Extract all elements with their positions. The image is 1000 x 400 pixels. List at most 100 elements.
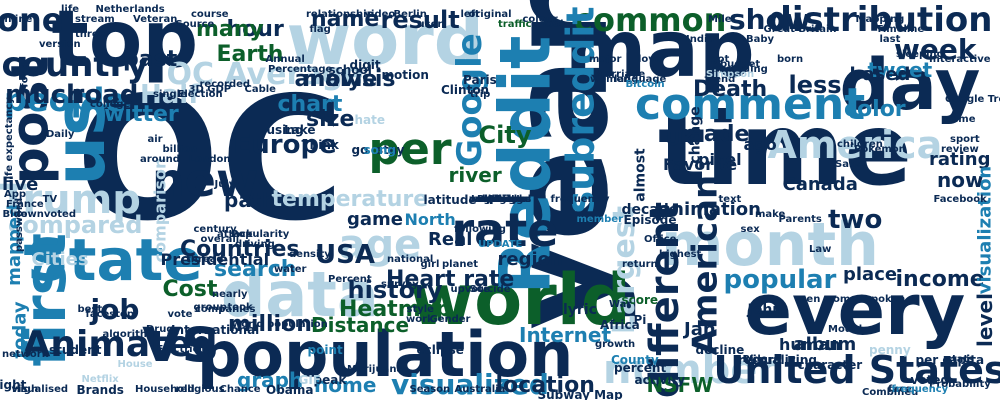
word-overall: overall (200, 234, 240, 245)
word-vote: vote (167, 309, 193, 320)
word-many: many (196, 17, 264, 42)
word-per: per (368, 124, 452, 175)
word-mile: Mile (708, 14, 732, 25)
word-job: job (90, 293, 140, 326)
word-rating: rating (929, 149, 991, 170)
word-life: life (61, 4, 79, 15)
word-ago: ago (743, 135, 777, 154)
word-colour: colour (522, 14, 558, 25)
word-subreddit: subreddit (557, 6, 602, 214)
word-member: member (576, 214, 624, 225)
word-pokemon: Pokemon (854, 144, 906, 155)
word-survey: survey (381, 279, 419, 290)
word-around: around (140, 154, 180, 165)
word-religious: religious (175, 384, 225, 395)
word-trump: Trump (0, 177, 141, 223)
word-motion: motion (381, 68, 429, 82)
word-brands: Brands (76, 383, 124, 397)
word-best: best (77, 304, 103, 315)
word-show: show (729, 3, 811, 36)
word-berlin: Berlin (393, 9, 427, 20)
word-name: name (311, 7, 380, 32)
word-sex: sex (740, 224, 760, 235)
word-visualised: visualised (11, 384, 69, 395)
word-level: level (972, 293, 997, 347)
word-percentage: Percentage (268, 64, 333, 75)
word-july: July (214, 179, 236, 190)
word-sport: sport (950, 134, 980, 145)
word-digit: digit (349, 58, 381, 72)
word-version: version (39, 39, 81, 50)
word-ohio: Ohio (487, 194, 513, 205)
word-favorite: Favorite (663, 155, 738, 174)
word-trend: trend (704, 74, 736, 85)
word-nsfw: NSFW (646, 373, 714, 397)
word-stream: stream (75, 14, 115, 25)
word-continuous: continuous (469, 194, 532, 205)
word-much: much (5, 80, 85, 110)
word-left: left (460, 9, 480, 20)
word-home: home (314, 373, 377, 397)
word-video: video (364, 9, 396, 20)
word-county: County (611, 353, 659, 367)
word-united-states: United States (713, 348, 1000, 392)
word-air: air (147, 134, 163, 145)
word-highest: highest (659, 249, 702, 260)
word-spend: spend (483, 194, 518, 205)
word-school: school (328, 63, 372, 77)
word-men-women: men women (796, 294, 865, 305)
word-two: two (828, 205, 883, 235)
word-week: week (894, 33, 977, 66)
word-popularity: Popularity (231, 229, 290, 240)
word-cities: Cities (31, 249, 89, 270)
word-oc: OC (75, 61, 345, 259)
word-america: America (767, 123, 943, 167)
word-paris: Paris (463, 73, 497, 87)
word-visualization: visualization (973, 165, 995, 295)
word-hate: hate (354, 113, 386, 127)
word-growth: growth (595, 339, 636, 350)
word-combined: Combined (862, 387, 919, 398)
word-run: run (490, 194, 510, 205)
word-penny: penny (869, 343, 911, 357)
word-century: century (193, 224, 237, 235)
word-household: Household (135, 384, 195, 395)
word-john: John (747, 302, 783, 318)
word-following: following (454, 224, 506, 235)
word-distribution: distribution (767, 0, 993, 40)
word-new: new (152, 153, 259, 207)
word-heart-rate: Heart rate (386, 267, 515, 292)
word-percent: percent (614, 361, 667, 375)
word-africa: Africa (600, 318, 640, 332)
word-facebook: Facebook (933, 194, 987, 205)
word-children: children (837, 139, 883, 150)
word-data: data (221, 258, 379, 331)
word-genre: genre (483, 194, 517, 205)
word-college: college (90, 99, 131, 110)
word-stats: stats (946, 354, 975, 365)
word-billion: billion (162, 144, 198, 155)
word-netflix: Netflix (81, 374, 119, 385)
word-common: common (574, 1, 727, 39)
word-language: language (614, 74, 667, 85)
word-according: according (712, 64, 768, 75)
word-number: number (603, 347, 778, 393)
word-search: search (214, 257, 297, 282)
word-war: War (609, 299, 632, 310)
word-spent: spent (484, 194, 516, 205)
word-europe: Europe (233, 130, 337, 160)
word-road: road (71, 80, 139, 110)
word-return: return (622, 259, 658, 270)
word-gender: Gender (429, 314, 471, 325)
word-death: Death (693, 77, 768, 102)
word-downvoted: downvoted (13, 209, 77, 220)
word-path: path (224, 188, 276, 212)
word-food: food (19, 62, 31, 88)
word-nearly: nearly (212, 289, 248, 300)
word-visit: visit (488, 194, 513, 205)
word-election: Election (177, 89, 223, 100)
word-think: Think (301, 138, 339, 152)
word-last: last (879, 34, 901, 45)
word-high: High (12, 384, 39, 395)
